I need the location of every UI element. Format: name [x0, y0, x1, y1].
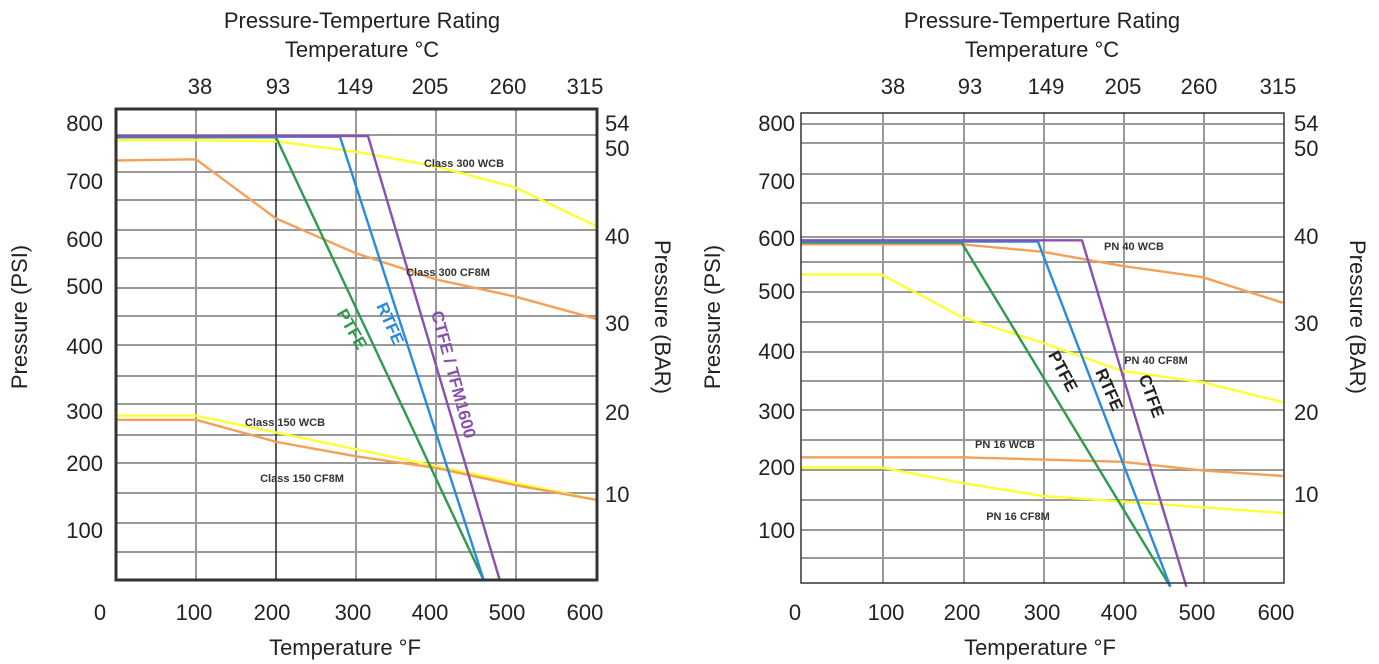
chart-title: Pressure-Temperture Rating	[904, 8, 1180, 33]
top-tick-label: 260	[1181, 74, 1218, 99]
y-tick-label: 400	[758, 339, 795, 364]
series-label-class-150-cf8m: Class 150 CF8M	[260, 473, 344, 485]
right-axis-label: Pressure (BAR)	[1345, 240, 1370, 394]
right-tick-label: 40	[1294, 224, 1318, 249]
right-tick-label: 20	[1294, 400, 1318, 425]
top-tick-label: 260	[490, 74, 527, 99]
x-tick-label: 600	[567, 600, 604, 625]
y-tick-label: 800	[758, 111, 795, 136]
y-tick-label: 600	[66, 227, 103, 252]
series-line-class-300-wcb	[116, 138, 597, 228]
top-tick-label: 149	[337, 74, 374, 99]
series-line-pn-40-wcb	[801, 243, 1284, 304]
top-tick-label: 315	[1260, 74, 1297, 99]
x-tick-label: 300	[1024, 600, 1061, 625]
x-tick-label: 500	[489, 600, 526, 625]
plot-frame	[800, 112, 1285, 584]
right-tick-label: 54	[1294, 111, 1318, 136]
series-label-rtfe: RTFE	[372, 300, 407, 348]
top-tick-label: 93	[958, 74, 982, 99]
series-label-pn-40-wcb: PN 40 WCB	[1104, 241, 1164, 253]
series-label-pn-40-cf8m: PN 40 CF8M	[1124, 355, 1188, 367]
top-tick-label: 205	[1105, 74, 1142, 99]
series-line-ptfe	[116, 136, 486, 582]
x-axis-label: Temperature °F	[269, 635, 421, 660]
x-tick-label: 200	[254, 600, 291, 625]
y-axis-label: Pressure (PSI)	[700, 245, 725, 389]
top-axis-label: Temperature °C	[965, 37, 1119, 62]
y-tick-label: 300	[66, 399, 103, 424]
y-tick-label: 300	[758, 399, 795, 424]
plot-frame	[114, 107, 599, 582]
series-line-class-150-cf8m	[116, 418, 597, 501]
right-tick-label: 30	[1294, 311, 1318, 336]
y-tick-label: 600	[758, 226, 795, 251]
x-tick-label: 100	[868, 600, 905, 625]
series-line-ptfe	[801, 241, 1172, 588]
y-tick-label: 700	[758, 169, 795, 194]
right-tick-label: 50	[1294, 136, 1318, 161]
series-label-pn-16-cf8m: PN 16 CF8M	[986, 511, 1050, 523]
series-label-ctfe: CTFE	[1135, 372, 1168, 420]
series-label-pn-16-wcb: PN 16 WCB	[975, 439, 1035, 451]
right-tick-label: 54	[605, 111, 629, 136]
right-tick-label: 50	[605, 136, 629, 161]
chart-title: Pressure-Temperture Rating	[224, 8, 500, 33]
series-line-pn-40-cf8m	[801, 273, 1284, 404]
y-tick-label: 100	[758, 518, 795, 543]
x-tick-label: 100	[176, 600, 213, 625]
top-tick-label: 38	[188, 74, 212, 99]
top-tick-label: 149	[1028, 74, 1065, 99]
y-tick-label: 400	[66, 334, 103, 359]
series-label-class-300-wcb: Class 300 WCB	[424, 158, 504, 170]
series-line-ctfe	[801, 239, 1188, 588]
series-line-class-300-cf8m	[115, 158, 597, 320]
series	[115, 134, 597, 582]
top-tick-label: 38	[881, 74, 905, 99]
x-tick-label: 300	[335, 600, 372, 625]
series-line-ctfe-tfm1600	[116, 134, 502, 582]
right-tick-label: 10	[605, 482, 629, 507]
x-tick-label: 400	[1101, 600, 1138, 625]
grid	[801, 113, 1284, 583]
top-axis-label: Temperature °C	[285, 37, 439, 62]
series-line-rtfe	[116, 135, 486, 582]
y-tick-label: 500	[66, 274, 103, 299]
y-tick-label: 200	[66, 451, 103, 476]
series-label-class-300-cf8m: Class 300 CF8M	[406, 267, 490, 279]
right-tick-label: 20	[605, 400, 629, 425]
series-label-class-150-wcb: Class 150 WCB	[245, 417, 325, 429]
y-tick-label: 800	[66, 111, 103, 136]
x-tick-label: 200	[944, 600, 981, 625]
chart-1: Pressure-Temperture Rating Temperature °C…	[7, 8, 675, 660]
x-tick-label: 400	[412, 600, 449, 625]
chart-2: Pressure-Temperture Rating Temperature °C…	[700, 8, 1370, 660]
y-tick-label: 100	[66, 518, 103, 543]
x-tick-label: 600	[1258, 600, 1295, 625]
top-tick-label: 315	[567, 74, 604, 99]
top-tick-label: 93	[266, 74, 290, 99]
right-axis-label: Pressure (BAR)	[650, 240, 675, 394]
y-tick-label: 500	[758, 279, 795, 304]
right-tick-label: 10	[1294, 482, 1318, 507]
x-tick-label: 0	[94, 600, 106, 625]
x-tick-label: 0	[789, 600, 801, 625]
y-tick-label: 700	[66, 169, 103, 194]
series-line-rtfe	[801, 240, 1172, 588]
top-tick-label: 205	[412, 74, 449, 99]
y-tick-label: 200	[758, 455, 795, 480]
series-line-pn-16-cf8m	[801, 466, 1283, 515]
series	[801, 239, 1284, 588]
series-line-class-150-wcb	[116, 414, 597, 501]
right-tick-label: 30	[605, 311, 629, 336]
x-tick-label: 500	[1179, 600, 1216, 625]
x-axis-label: Temperature °F	[964, 635, 1116, 660]
grid	[116, 109, 597, 580]
right-tick-label: 40	[605, 224, 629, 249]
y-axis-label: Pressure (PSI)	[7, 245, 32, 389]
